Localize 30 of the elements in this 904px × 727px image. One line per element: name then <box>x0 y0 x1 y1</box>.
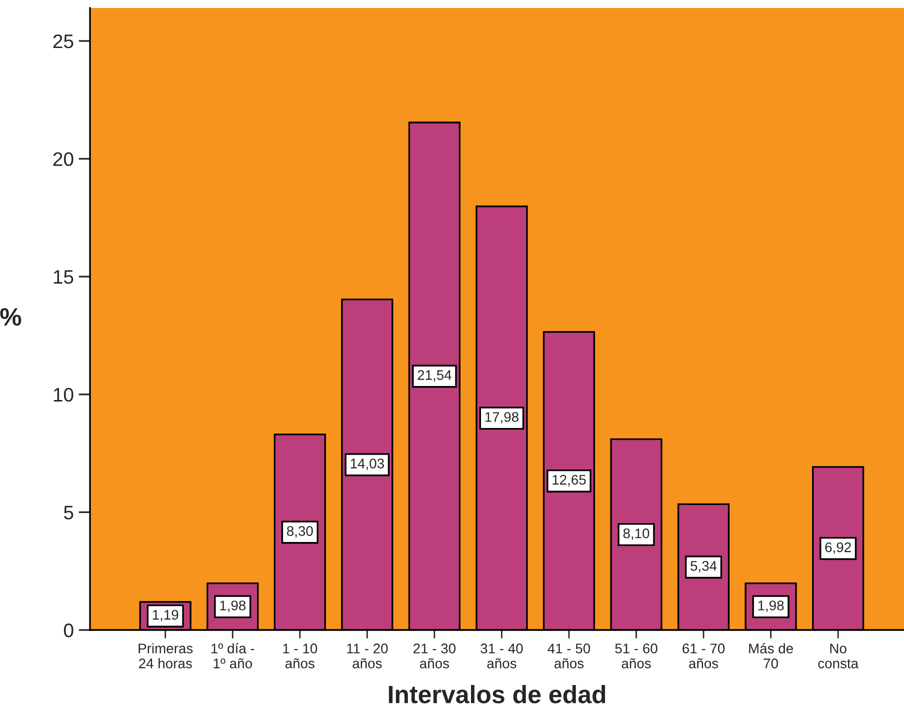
x-axis-title: Intervalos de edad <box>388 684 606 704</box>
data-label: 8,10 <box>623 528 650 540</box>
data-label: 17,98 <box>485 412 518 424</box>
x-tick-label: 1 - 10 años <box>283 644 318 668</box>
y-tick-label: 15 <box>54 270 74 284</box>
x-tick-label: 1º día - 1º año <box>211 643 254 668</box>
x-tick-label: Más de 70 <box>749 643 793 668</box>
x-tick-label: 21 - 30 años <box>414 644 456 668</box>
data-label: 1,98 <box>758 600 784 612</box>
y-tick-label: 5 <box>64 506 74 520</box>
x-tick-label: 11 - 20 años <box>347 644 388 668</box>
x-tick-label: 31 - 40 años <box>480 644 523 668</box>
y-tick-label: 20 <box>53 152 74 166</box>
y-axis-title: % <box>0 308 22 326</box>
y-tick-label: 10 <box>54 388 74 402</box>
x-tick-label: Primeras 24 horas <box>138 643 193 668</box>
x-tick-label: No consta <box>818 644 859 668</box>
y-tick-label: 25 <box>53 34 74 48</box>
x-tick-label: 41 - 50 años <box>548 644 590 668</box>
data-label: 6,92 <box>825 542 851 554</box>
data-label: 8,30 <box>286 526 313 538</box>
data-label: 12,65 <box>552 474 586 486</box>
x-tick-label: 51 - 60 años <box>615 644 658 668</box>
data-label: 1,98 <box>220 600 246 612</box>
data-label: 21,54 <box>418 370 452 382</box>
data-label: 14,03 <box>350 458 384 470</box>
data-label: 1,19 <box>152 610 178 622</box>
x-tick-label: 61 - 70 años <box>682 644 725 668</box>
data-label: 5,34 <box>690 560 717 572</box>
y-tick-label: 0 <box>64 623 74 638</box>
